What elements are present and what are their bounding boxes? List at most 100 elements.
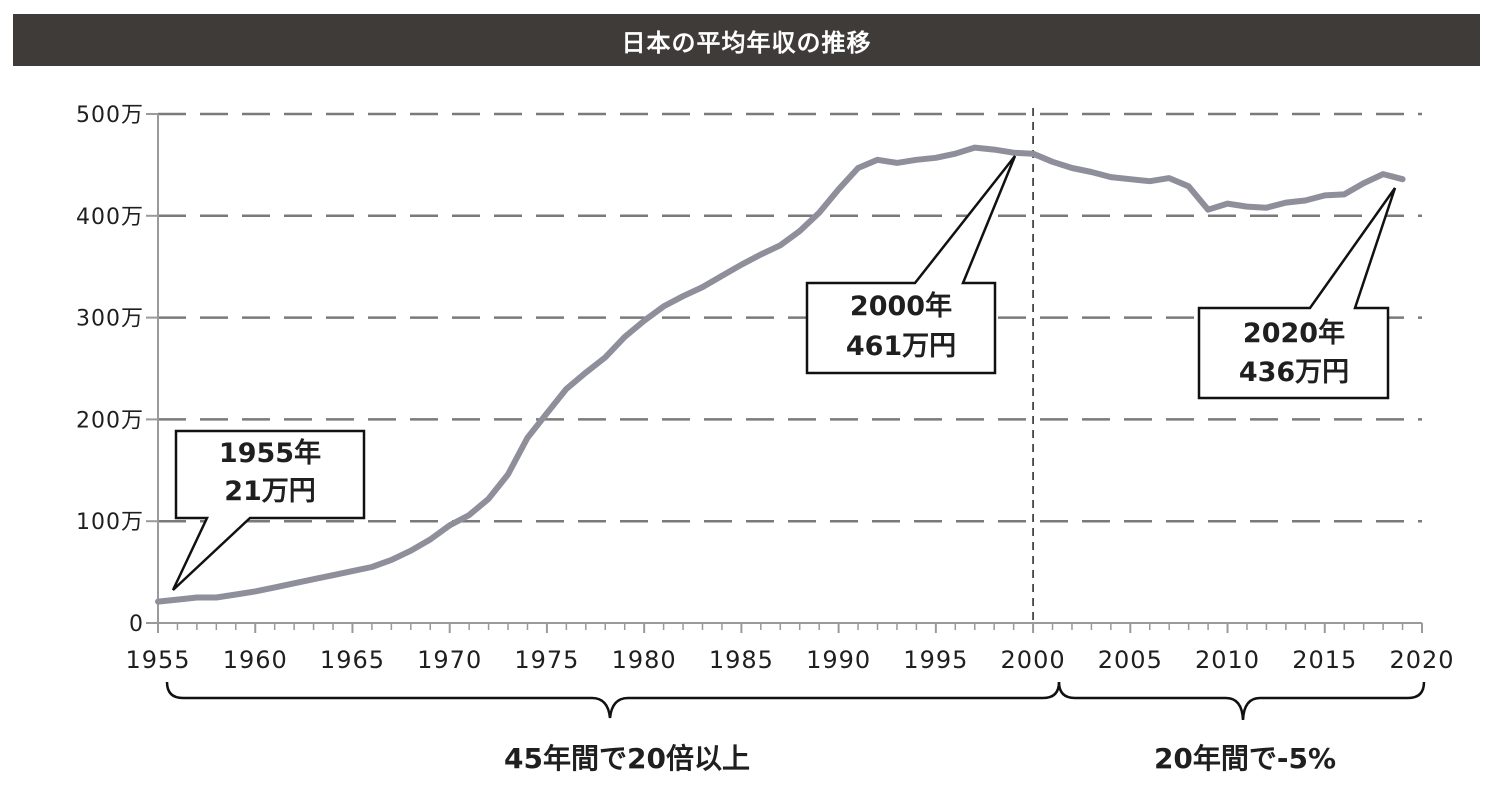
x-tick-label: 1985 <box>709 646 774 674</box>
data-point <box>622 334 628 340</box>
data-point <box>349 568 355 574</box>
data-point <box>583 370 589 376</box>
data-point <box>213 595 219 601</box>
data-point <box>1244 204 1250 210</box>
x-tick-label: 1960 <box>223 646 288 674</box>
data-point <box>1166 175 1172 181</box>
x-tick-labels: 1955 1960 1965 1970 1975 1980 1985 1990 1995 2000… <box>125 646 1454 674</box>
data-point <box>875 157 881 163</box>
data-point <box>797 228 803 234</box>
data-point <box>719 273 725 279</box>
data-point <box>194 595 200 601</box>
brace-2000-2020-label: 20年間で-5% <box>1154 742 1336 775</box>
data-point <box>738 262 744 268</box>
data-point <box>447 522 453 528</box>
data-point <box>388 557 394 563</box>
annotation-2000-callout <box>805 155 1017 375</box>
annotation-2000-value: 461万円 <box>846 331 956 362</box>
annotation-2020-year: 2020年 <box>1243 317 1345 349</box>
data-point <box>1380 171 1386 177</box>
x-tick-label: 2020 <box>1389 646 1454 674</box>
data-point <box>1302 198 1308 204</box>
data-point <box>272 584 278 590</box>
data-point <box>680 293 686 299</box>
data-point <box>913 157 919 163</box>
x-tick-label: 1995 <box>903 646 968 674</box>
data-point <box>1361 180 1367 186</box>
annotation-2020: 2020年 436万円 <box>1197 187 1397 400</box>
data-point <box>1108 174 1114 180</box>
data-point <box>1225 201 1231 207</box>
annotation-2000-year: 2000年 <box>850 290 952 322</box>
data-point <box>602 354 608 360</box>
x-tick-label: 2005 <box>1098 646 1163 674</box>
x-tick-label: 2015 <box>1292 646 1357 674</box>
data-point <box>1127 176 1133 182</box>
data-point <box>641 318 647 324</box>
annotation-1955-callout <box>171 429 366 591</box>
series-line-average-income <box>155 144 1406 605</box>
data-point <box>972 145 978 151</box>
y-tick-label: 400万 <box>76 205 144 230</box>
axes <box>146 113 1423 633</box>
brace-2000-2020: 20年間で-5% <box>1057 681 1426 775</box>
brace-1955-2000-label: 45年間で20倍以上 <box>504 742 750 775</box>
x-tick-label: 1990 <box>806 646 871 674</box>
data-point <box>1283 200 1289 206</box>
y-tick-label: 200万 <box>76 408 144 433</box>
data-point <box>1263 205 1269 211</box>
x-tick-label: 1965 <box>320 646 385 674</box>
annotation-1955-value: 21万円 <box>224 476 316 507</box>
data-point <box>836 186 842 192</box>
data-point <box>1050 159 1056 165</box>
data-point <box>855 165 861 171</box>
data-point <box>1030 151 1036 157</box>
data-point <box>291 580 297 586</box>
data-point <box>894 160 900 166</box>
data-point <box>486 496 492 502</box>
data-point <box>505 471 511 477</box>
data-point <box>1205 207 1211 213</box>
data-point <box>524 435 530 441</box>
data-point <box>330 572 336 578</box>
data-point <box>952 151 958 157</box>
data-point <box>1322 192 1328 198</box>
annotation-2020-value: 436万円 <box>1239 357 1349 388</box>
data-point <box>777 242 783 248</box>
data-point <box>661 303 667 309</box>
data-point <box>369 564 375 570</box>
x-tick-label: 1980 <box>612 646 677 674</box>
y-tick-label: 100万 <box>76 510 144 535</box>
data-point <box>1088 169 1094 175</box>
data-point <box>1341 191 1347 197</box>
y-tick-label: 0 <box>129 612 144 637</box>
annotation-2000: 2000年 461万円 <box>805 155 1017 375</box>
brace-2000-2020-shape <box>1057 681 1426 721</box>
brace-1955-2000: 45年間で20倍以上 <box>165 681 1061 775</box>
data-point <box>563 386 569 392</box>
data-point <box>233 591 239 597</box>
data-point <box>816 210 822 216</box>
x-tick-label: 1955 <box>125 646 190 674</box>
data-point <box>1400 176 1406 182</box>
data-point <box>758 251 764 257</box>
brace-1955-2000-shape <box>165 681 1061 719</box>
data-point <box>1147 178 1153 184</box>
data-point <box>544 410 550 416</box>
data-point <box>1069 165 1075 171</box>
data-point <box>1011 150 1017 156</box>
x-tick-label: 1975 <box>514 646 579 674</box>
y-tick-labels: 0 100万 200万 300万 400万 500万 <box>76 103 144 637</box>
data-point <box>1186 183 1192 189</box>
chart-title: 日本の平均年収の推移 <box>13 14 1480 66</box>
data-point <box>991 147 997 153</box>
annotation-1955: 1955年 21万円 <box>171 429 366 591</box>
x-tick-label: 1970 <box>417 646 482 674</box>
y-tick-label: 300万 <box>76 307 144 332</box>
data-point <box>174 597 180 603</box>
data-point <box>699 284 705 290</box>
data-point <box>311 576 317 582</box>
data-point <box>408 548 414 554</box>
data-point <box>933 155 939 161</box>
x-tick-label: 2000 <box>1001 646 1066 674</box>
